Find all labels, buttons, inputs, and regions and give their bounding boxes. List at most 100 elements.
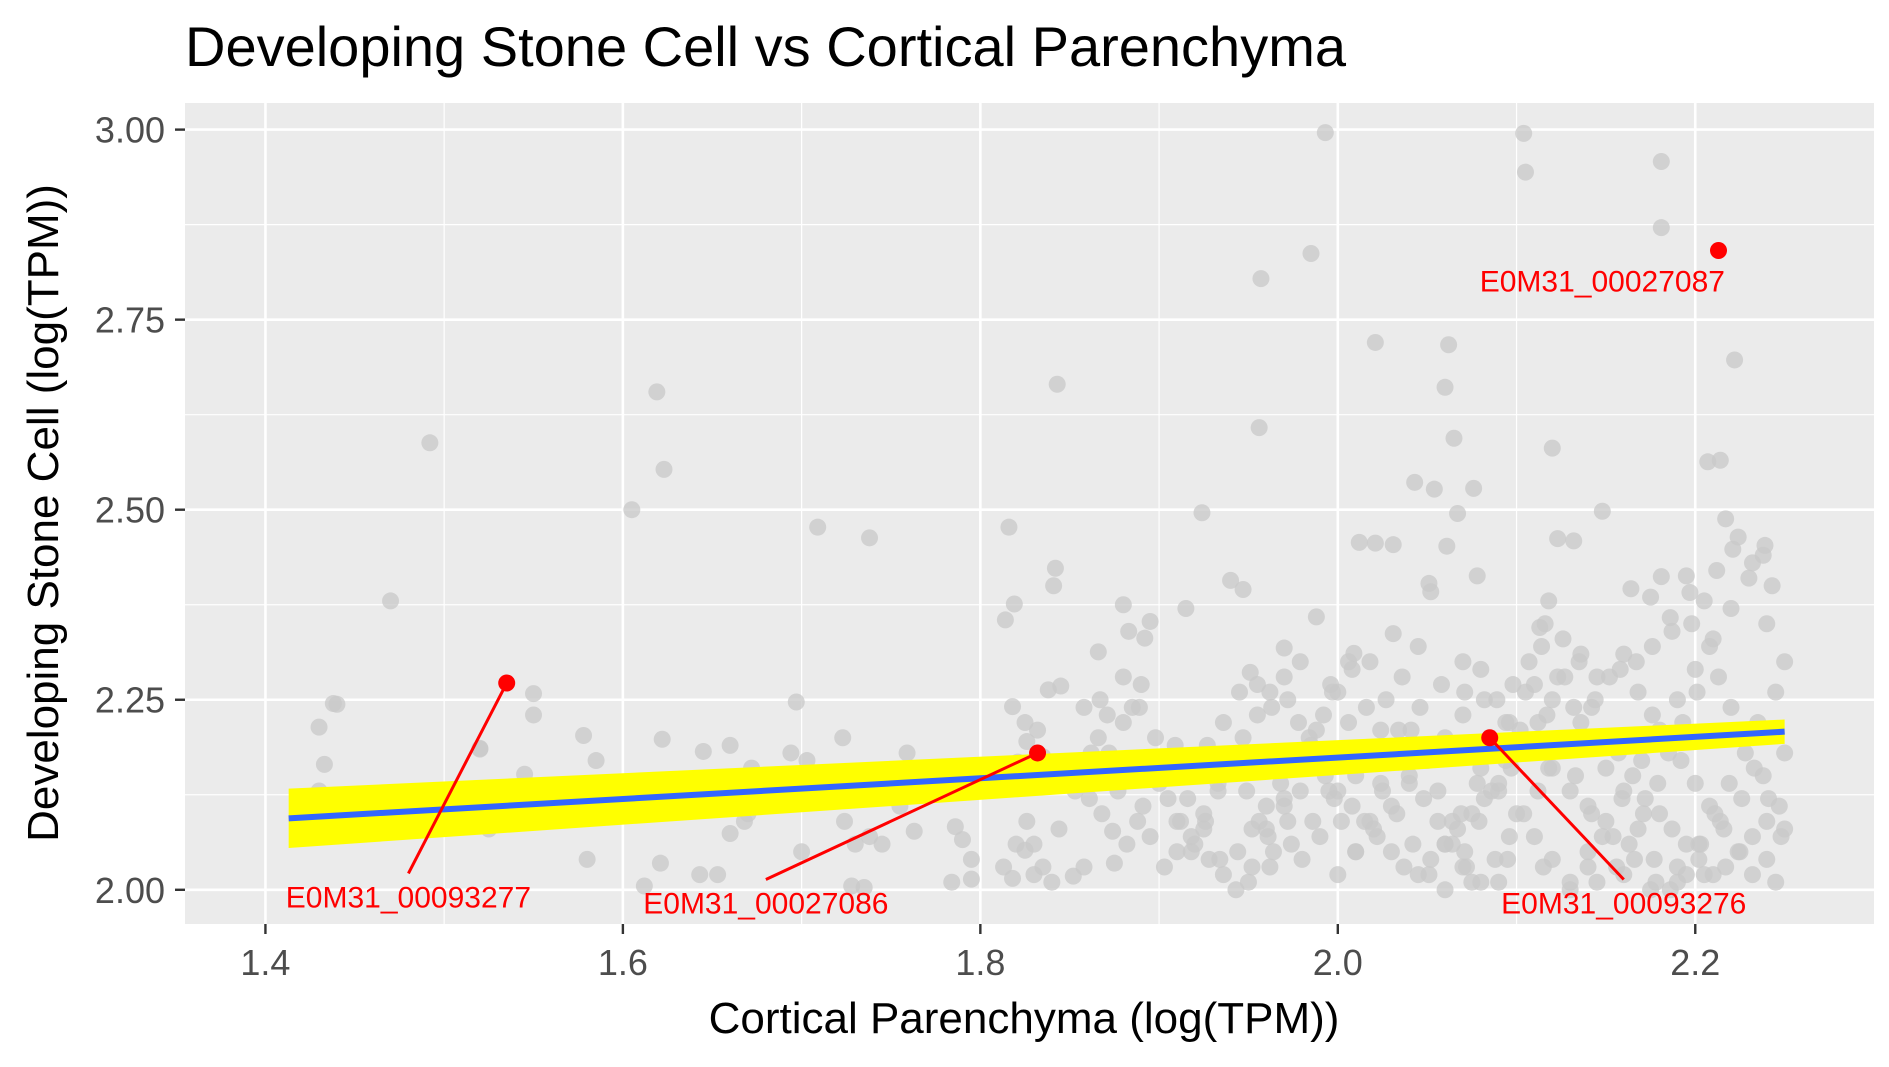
data-point <box>1776 653 1794 671</box>
data-point <box>1384 536 1402 554</box>
y-tick-label: 3.00 <box>95 110 165 151</box>
highlight-point <box>1029 744 1047 762</box>
data-point <box>1763 577 1781 595</box>
data-point <box>1572 645 1590 663</box>
data-point <box>946 818 964 836</box>
data-point <box>1329 866 1347 884</box>
data-point <box>1132 676 1150 694</box>
data-point <box>1004 869 1022 887</box>
data-point <box>1468 567 1486 585</box>
data-point <box>1234 581 1252 599</box>
data-point <box>1767 873 1785 891</box>
data-point <box>1724 540 1742 558</box>
data-point <box>1005 595 1023 613</box>
highlight-label: E0M31_00093276 <box>1501 887 1746 920</box>
data-point <box>1475 691 1493 709</box>
data-point <box>1472 660 1490 678</box>
data-point <box>1293 850 1311 868</box>
data-point <box>1690 850 1708 868</box>
data-point <box>1543 691 1561 709</box>
data-point <box>1490 873 1508 891</box>
data-point <box>1248 706 1266 724</box>
fit-line <box>288 728 1785 822</box>
x-tick-label: 2.0 <box>1313 942 1363 983</box>
data-point <box>1229 843 1247 861</box>
data-point <box>1695 592 1713 610</box>
data-point <box>1332 812 1350 830</box>
data-point <box>1740 569 1758 587</box>
data-point <box>943 873 961 891</box>
data-point <box>1652 219 1670 237</box>
data-point <box>1508 805 1526 823</box>
data-point <box>1470 812 1488 830</box>
data-point <box>1615 645 1633 663</box>
data-point <box>1733 790 1751 808</box>
data-point <box>1692 835 1710 853</box>
data-point <box>1214 866 1232 884</box>
data-point <box>1291 782 1309 800</box>
data-point <box>1567 767 1585 785</box>
data-point <box>1129 812 1147 830</box>
x-axis: 1.4 1.6 1.8 2.0 2.2 <box>240 924 1720 983</box>
highlight-point <box>1481 729 1499 747</box>
data-point <box>1758 615 1776 633</box>
data-point <box>1593 502 1611 520</box>
data-point <box>1304 812 1322 830</box>
data-point <box>1034 858 1052 876</box>
data-point <box>1500 828 1518 846</box>
data-point <box>1549 530 1567 548</box>
data-point <box>1231 683 1249 701</box>
data-point <box>1597 759 1615 777</box>
data-point <box>1668 873 1686 891</box>
data-point <box>1758 812 1776 830</box>
data-point <box>1525 828 1543 846</box>
data-point <box>1025 835 1043 853</box>
data-point <box>1289 714 1307 732</box>
data-point <box>1525 676 1543 694</box>
data-point <box>1760 790 1778 808</box>
data-point <box>1483 782 1501 800</box>
data-point <box>1722 698 1740 716</box>
data-point <box>1743 866 1761 884</box>
data-point <box>1717 858 1735 876</box>
data-point <box>1046 559 1064 577</box>
data-point <box>1620 835 1638 853</box>
data-point <box>1745 759 1763 777</box>
data-point <box>1565 532 1583 550</box>
data-point <box>1098 706 1116 724</box>
data-point <box>1197 812 1215 830</box>
data-point <box>1436 881 1454 899</box>
data-point <box>962 850 980 868</box>
data-point <box>1436 835 1454 853</box>
data-point <box>1136 629 1154 647</box>
data-point <box>1717 510 1735 528</box>
data-point <box>1409 638 1427 656</box>
label-connector <box>1488 736 1625 881</box>
data-point <box>694 742 712 760</box>
data-point <box>1222 571 1240 589</box>
trend-line <box>288 719 1785 848</box>
data-point <box>1436 378 1454 396</box>
data-point <box>793 843 811 861</box>
data-point <box>1681 584 1699 602</box>
data-point <box>1050 820 1068 838</box>
data-point <box>1627 653 1645 671</box>
data-point <box>1261 858 1279 876</box>
data-point <box>1649 774 1667 792</box>
data-point <box>1736 744 1754 762</box>
data-point <box>1316 124 1334 142</box>
data-point <box>1499 850 1517 868</box>
data-point <box>1343 797 1361 815</box>
data-point <box>1406 473 1424 491</box>
data-point <box>905 822 923 840</box>
data-point <box>1743 554 1761 572</box>
data-point <box>1593 828 1611 846</box>
data-point <box>1586 691 1604 709</box>
data-point <box>1651 805 1669 823</box>
data-point <box>1642 881 1660 899</box>
data-point <box>809 518 827 536</box>
data-point <box>1275 790 1293 808</box>
data-point <box>1561 881 1579 899</box>
data-point <box>1134 797 1152 815</box>
data-point <box>1302 245 1320 263</box>
